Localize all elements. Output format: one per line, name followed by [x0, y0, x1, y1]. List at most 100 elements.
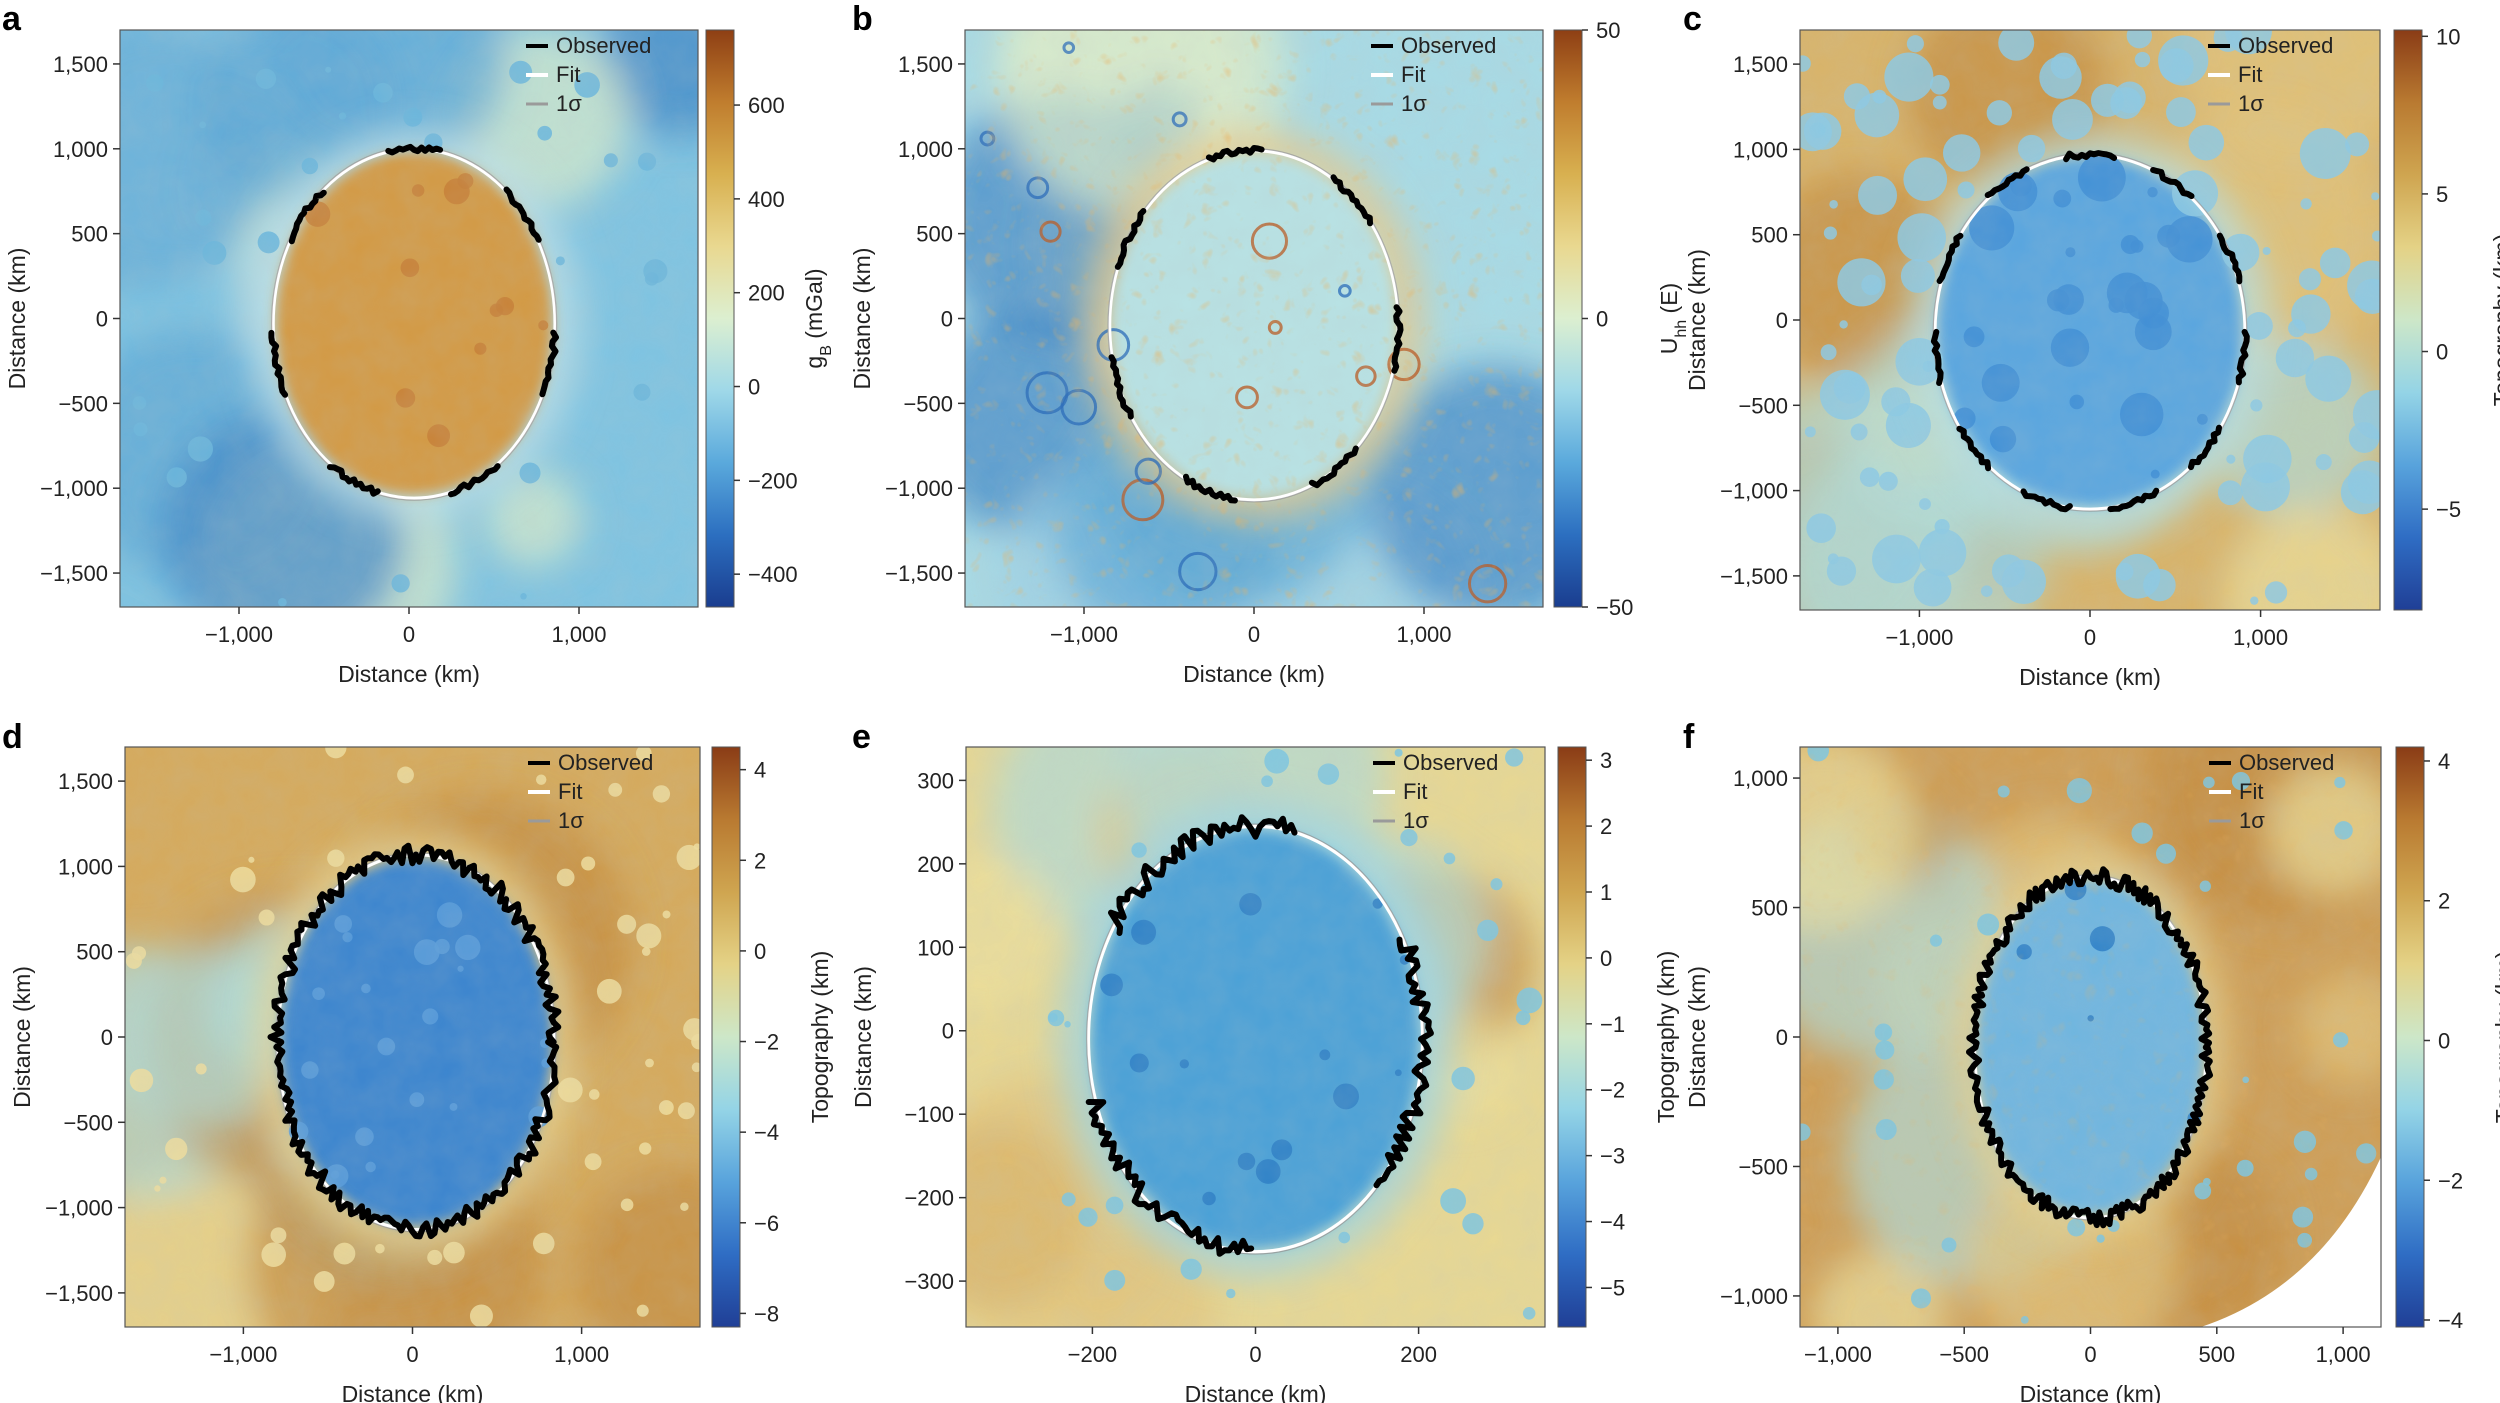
legend-entry: Observed: [1401, 33, 1496, 58]
x-tick-label: 1,000: [554, 1342, 609, 1367]
y-tick-label: 500: [76, 940, 113, 965]
y-tick-label: 500: [916, 222, 953, 247]
y-tick-label: 1,000: [53, 137, 108, 162]
panel-letter: c: [1683, 0, 1702, 38]
x-tick-label: 0: [1249, 1342, 1261, 1367]
panel-letter: e: [852, 718, 871, 756]
colorbar: 4 2 0 −2 −4 Topography (km): [2395, 746, 2500, 1333]
colorbar-tick-label: 2: [1600, 814, 1612, 839]
colorbar-tick-label: 0: [1596, 307, 1608, 332]
x-tick-label: −1,000: [1804, 1342, 1872, 1367]
y-tick-label: −1,000: [40, 476, 108, 501]
colorbar: 3 2 1 0 −1 −2 −3 −4 −5 Topography (km): [1557, 746, 1679, 1328]
y-axis-label: Distance (km): [1684, 966, 1710, 1108]
x-tick-label: −200: [1068, 1342, 1118, 1367]
legend-entry: Fit: [556, 62, 580, 87]
colorbar-tick-label: −5: [1600, 1275, 1625, 1300]
colorbar-label: Topography (km): [807, 951, 833, 1124]
legend-entry: 1σ: [1401, 91, 1427, 116]
x-tick-label: −1,000: [209, 1342, 277, 1367]
colorbar-tick-label: 50: [1596, 18, 1620, 43]
colorbar-tick-label: −2: [754, 1030, 779, 1055]
y-tick-label: 1,000: [898, 137, 953, 162]
legend: Observed Fit 1σ: [2209, 750, 2334, 833]
colorbar-label: gB (mGal): [801, 268, 835, 368]
map-image: [1800, 30, 2380, 610]
colorbar: 600 400 200 0 −200 −400 gB (mGal): [705, 29, 835, 608]
colorbar-tick-label: −3: [1600, 1144, 1625, 1169]
y-axis-label: Distance (km): [850, 966, 876, 1108]
y-tick-label: −500: [1738, 1154, 1788, 1179]
x-tick-label: −1,000: [1050, 622, 1118, 647]
colorbar-tick-label: 5: [2436, 182, 2448, 207]
colorbar-tick-label: −6: [754, 1211, 779, 1236]
legend-entry: Fit: [558, 779, 582, 804]
y-tick-label: 200: [917, 852, 954, 877]
y-tick-label: −500: [1738, 393, 1788, 418]
y-axis-label: Distance (km): [9, 966, 35, 1108]
legend: Observed Fit 1σ: [1373, 750, 1498, 833]
observed-rim: [1966, 866, 2213, 1229]
observed-rim: [1108, 145, 1404, 504]
y-tick-label: −1,500: [40, 561, 108, 586]
y-tick-label: −1,000: [45, 1196, 113, 1221]
x-tick-label: 1,000: [2233, 625, 2288, 650]
x-tick-label: 0: [1248, 622, 1260, 647]
y-tick-label: 300: [917, 768, 954, 793]
colorbar-tick-label: −1: [1600, 1012, 1625, 1037]
y-tick-label: 500: [1751, 896, 1788, 921]
y-tick-label: 0: [1776, 308, 1788, 333]
x-tick-label: 500: [2198, 1342, 2235, 1367]
y-tick-label: 0: [942, 1019, 954, 1044]
legend: Observed Fit 1σ: [1371, 33, 1496, 116]
y-tick-label: −300: [904, 1269, 954, 1294]
legend-entry: Fit: [1403, 779, 1427, 804]
colorbar-tick-label: −200: [748, 468, 798, 493]
colorbar-tick-label: −2: [1600, 1078, 1625, 1103]
observed-rim: [267, 842, 562, 1240]
y-tick-label: −100: [904, 1102, 954, 1127]
colorbar-tick-label: −4: [1600, 1210, 1625, 1235]
legend-entry: Fit: [1401, 62, 1425, 87]
x-axis-label: Distance (km): [2020, 1381, 2162, 1403]
x-axis-label: Distance (km): [1185, 1381, 1327, 1403]
legend-entry: 1σ: [2239, 808, 2265, 833]
x-tick-label: 0: [2084, 625, 2096, 650]
x-tick-label: 0: [403, 622, 415, 647]
map-image: [965, 30, 1543, 607]
x-tick-label: 1,000: [1396, 622, 1451, 647]
panel-e: −200 0 200 300 200 100 0 −100 −200 −300 Distance (…: [850, 718, 1679, 1403]
panel-letter: b: [852, 0, 873, 38]
y-tick-label: 0: [101, 1025, 113, 1050]
colorbar-tick-label: 200: [748, 281, 785, 306]
colorbar-tick-label: 0: [754, 939, 766, 964]
colorbar-label: Uhh (E): [1656, 283, 1690, 354]
legend-entry: Fit: [2238, 62, 2262, 87]
y-tick-label: −1,000: [885, 476, 953, 501]
colorbar-tick-label: 0: [2436, 340, 2448, 365]
colorbar-tick-label: −2: [2438, 1168, 2463, 1193]
y-tick-label: 1,000: [1733, 766, 1788, 791]
panel-letter: d: [2, 718, 23, 756]
colorbar-tick-label: 2: [754, 848, 766, 873]
y-tick-label: 1,500: [58, 769, 113, 794]
colorbar-tick-label: 0: [748, 375, 760, 400]
legend-entry: 1σ: [558, 808, 584, 833]
colorbar-tick-label: 4: [2438, 749, 2450, 774]
y-tick-label: 500: [1751, 223, 1788, 248]
map-image: [966, 747, 1545, 1327]
x-axis-label: Distance (km): [338, 661, 480, 687]
colorbar-tick-label: −4: [754, 1120, 779, 1145]
y-tick-label: −500: [63, 1110, 113, 1135]
colorbar-tick-label: 3: [1600, 748, 1612, 773]
x-tick-label: 1,000: [551, 622, 606, 647]
colorbar-tick-label: −400: [748, 562, 798, 587]
y-tick-label: −200: [904, 1186, 954, 1211]
panel-d: −1,000 0 1,000 1,500 1,000 500 0 −500 −1,000 −1,5…: [2, 718, 833, 1403]
observed-rim: [1930, 150, 2250, 513]
map-image: [120, 30, 698, 607]
y-tick-label: −1,000: [1720, 479, 1788, 504]
x-tick-label: 200: [1400, 1342, 1437, 1367]
y-tick-label: −1,500: [885, 561, 953, 586]
